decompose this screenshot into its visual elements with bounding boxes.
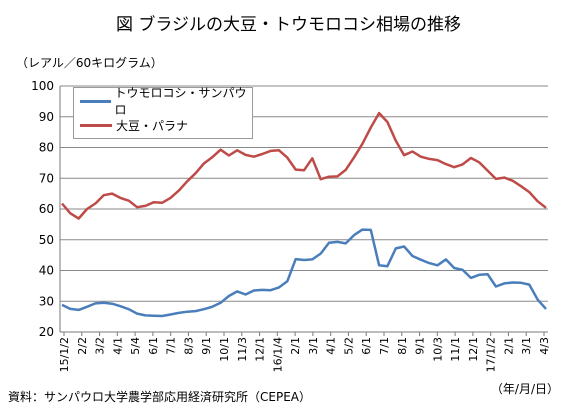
x-tick-label: 9/1 bbox=[414, 337, 427, 355]
y-tick-label: 80 bbox=[39, 141, 54, 155]
y-tick-label: 60 bbox=[39, 202, 54, 216]
y-tick-label: 90 bbox=[39, 110, 54, 124]
series-line-soy bbox=[61, 111, 547, 220]
x-tick-label: 6/1 bbox=[360, 337, 373, 355]
y-tick-label: 40 bbox=[39, 264, 54, 278]
axes bbox=[59, 86, 548, 336]
y-tick-label: 70 bbox=[39, 171, 54, 185]
x-tick-label: 12/1 bbox=[254, 337, 267, 362]
y-tick-label: 20 bbox=[39, 325, 54, 339]
x-tick-label: 3/1 bbox=[307, 337, 320, 355]
x-tick-label: 16/1/4 bbox=[271, 337, 284, 372]
y-tick-labels: 20 30 40 50 60 70 80 90 100 bbox=[31, 79, 54, 339]
x-tick-label: 10/3 bbox=[431, 337, 444, 362]
legend-item-soy: 大豆・パラナ bbox=[80, 116, 188, 134]
x-tick-label: 2/1 bbox=[289, 337, 302, 355]
x-tick-label: 6/1 bbox=[147, 337, 160, 355]
x-tick-label: 8/1 bbox=[396, 337, 409, 355]
x-tick-label: 5/4 bbox=[129, 337, 142, 355]
x-tick-label: 8/3 bbox=[182, 337, 195, 355]
x-tick-label: 9/1 bbox=[200, 337, 213, 355]
legend-label-soy: 大豆・パラナ bbox=[116, 118, 189, 133]
legend-label-corn: トウモロコシ・サンパウロ bbox=[114, 86, 247, 117]
source-note: 資料：サンパウロ大学農学部応用経済研究所（CEPEA） bbox=[8, 390, 311, 404]
x-tick-label: 7/1 bbox=[378, 337, 391, 355]
x-tick-label: 10/1 bbox=[218, 337, 231, 362]
x-tick-labels: 15/1/2 2/2 3/2 4/1 5/4 6/1 7/1 8/3 9/1 10/1 11/3 12… bbox=[58, 337, 551, 372]
x-tick-label: 11/3 bbox=[236, 337, 249, 362]
x-tick-label: 11/1 bbox=[449, 337, 462, 362]
x-tick-label: 3/1 bbox=[520, 337, 533, 355]
x-tick-label: 4/3 bbox=[538, 337, 551, 355]
x-tick-label: 4/1 bbox=[111, 337, 124, 355]
y-axis-unit-label: （レアル／60キログラム） bbox=[16, 56, 163, 70]
x-tick-label: 2/1 bbox=[502, 337, 515, 355]
y-tick-label: 100 bbox=[31, 79, 54, 93]
x-tick-label: 2/2 bbox=[76, 337, 89, 355]
x-tick-label: 3/2 bbox=[94, 337, 107, 355]
series-line-corn bbox=[61, 228, 547, 318]
chart-title: 図 ブラジルの大豆・トウモロコシ相場の推移 bbox=[115, 15, 462, 35]
y-tick-label: 30 bbox=[39, 294, 54, 308]
legend-swatch-soy bbox=[80, 123, 112, 127]
legend-swatch-corn bbox=[80, 99, 111, 103]
legend-item-corn: トウモロコシ・サンパウロ bbox=[80, 86, 252, 117]
legend: トウモロコシ・サンパウロ 大豆・パラナ bbox=[73, 86, 253, 139]
x-axis-unit-label: （年/月/日） bbox=[490, 382, 559, 396]
y-tick-label: 50 bbox=[39, 233, 54, 247]
series-lines bbox=[61, 111, 547, 318]
x-tick-label: 17/1/2 bbox=[485, 337, 498, 372]
x-tick-label: 12/1 bbox=[467, 337, 480, 362]
x-tick-label: 5/2 bbox=[342, 337, 355, 355]
x-tick-label: 15/1/2 bbox=[58, 337, 71, 372]
x-tick-label: 4/1 bbox=[325, 337, 338, 355]
x-tick-label: 7/1 bbox=[165, 337, 178, 355]
